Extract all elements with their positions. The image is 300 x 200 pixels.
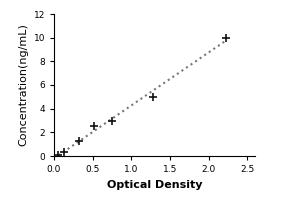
X-axis label: Optical Density: Optical Density bbox=[107, 180, 202, 190]
Y-axis label: Concentration(ng/mL): Concentration(ng/mL) bbox=[18, 24, 28, 146]
